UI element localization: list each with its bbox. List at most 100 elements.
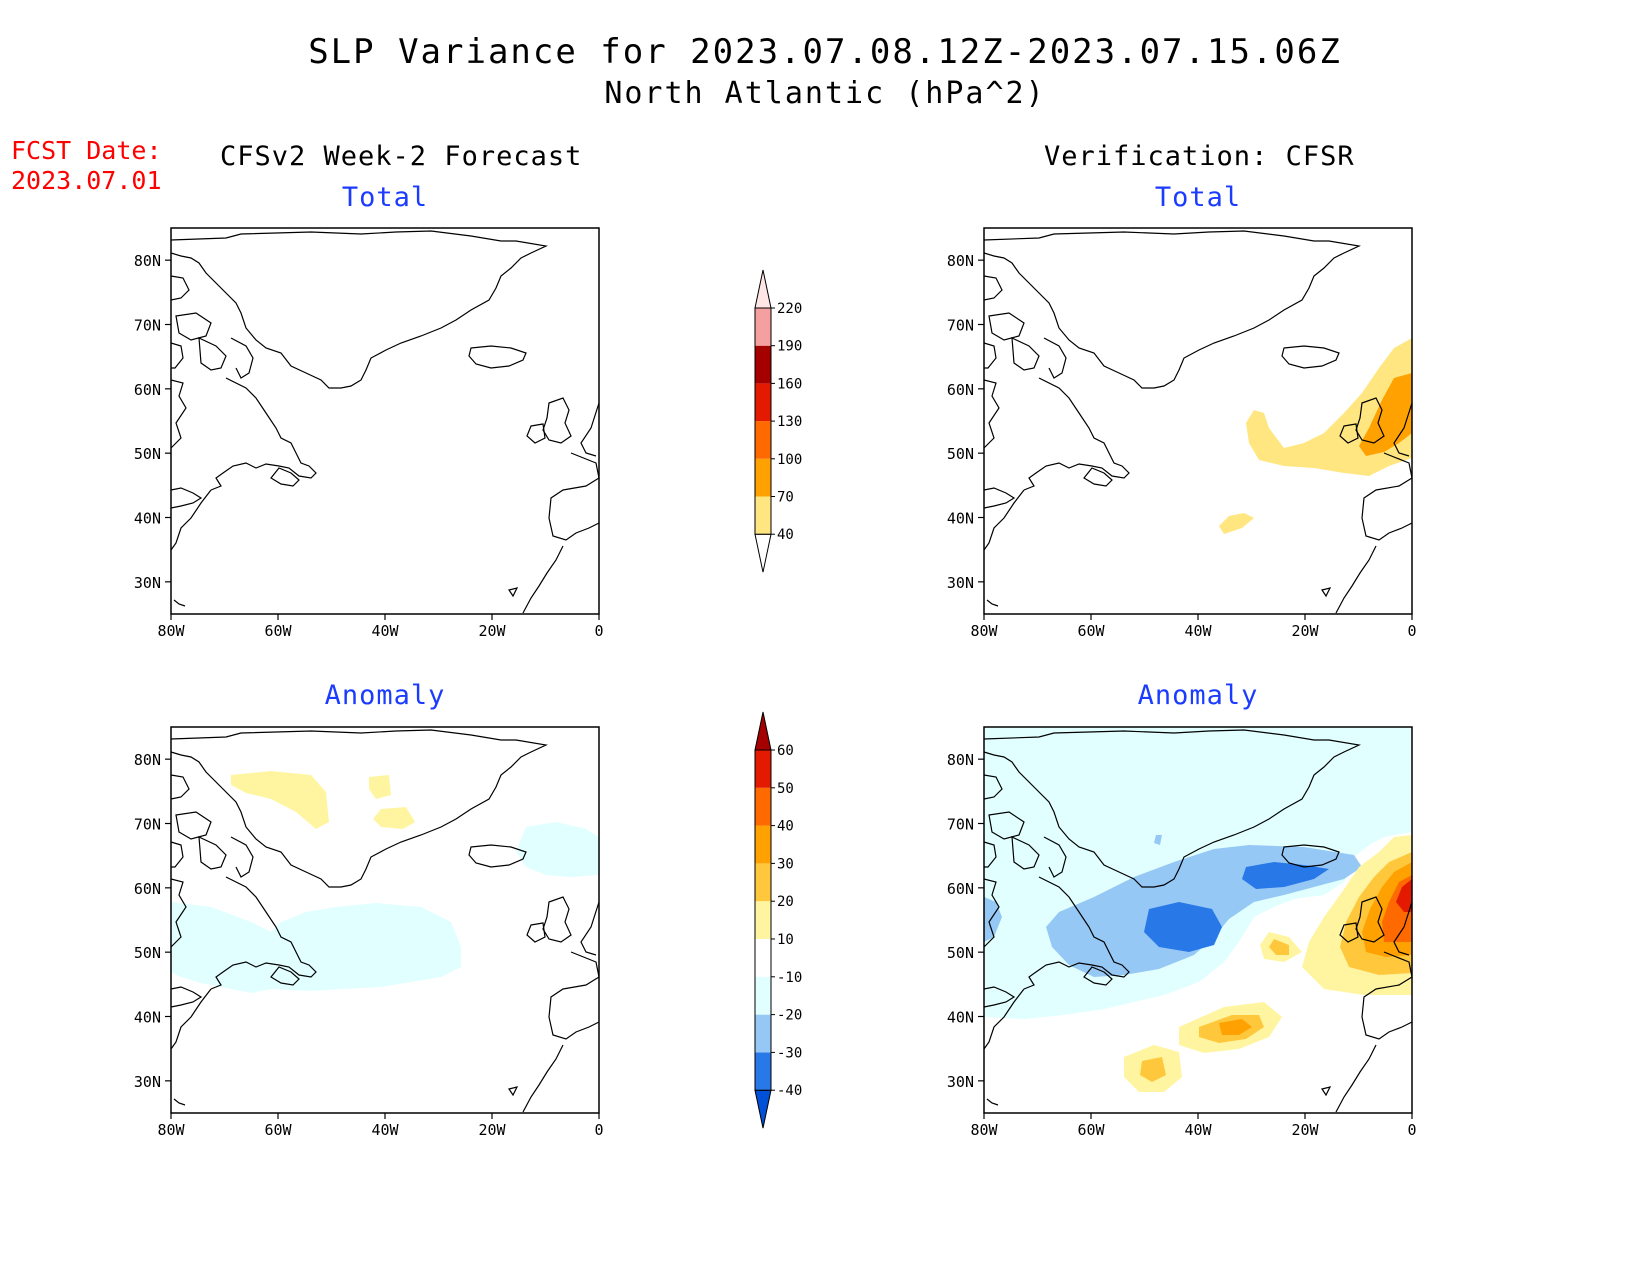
colorbar-anomaly-swatch <box>755 1014 771 1053</box>
colorbar-total-label: 70 <box>777 490 794 506</box>
colorbar-anomaly-swatch <box>755 901 771 939</box>
lon-tick-label-verification-anomaly: 40W <box>1184 1121 1212 1139</box>
lat-tick-label-verification-total: 80N <box>947 252 974 270</box>
lon-tick-label-forecast-anomaly: 80W <box>157 1121 185 1139</box>
colorbar-total-swatch <box>755 421 771 459</box>
lat-tick-label-verification-total: 30N <box>947 574 974 592</box>
colorbar-anomaly-swatch <box>755 1052 771 1091</box>
lat-tick-label-forecast-anomaly: 80N <box>134 751 161 769</box>
colorbar-total-label: 220 <box>777 301 802 317</box>
colorbar-total-label: 40 <box>777 527 794 543</box>
anomaly-neg30-center <box>1144 902 1222 952</box>
lat-tick-label-verification-anomaly: 30N <box>947 1073 974 1091</box>
lat-tick-label-forecast-total: 70N <box>134 317 161 335</box>
colorbar-anomaly-label: 30 <box>777 856 794 872</box>
lat-tick-label-forecast-anomaly: 50N <box>134 944 161 962</box>
colorbar-anomaly-swatch <box>755 939 771 977</box>
panel-forecast-anomaly <box>170 726 600 1114</box>
panel-verification-anomaly <box>983 726 1413 1114</box>
colorbar-anomaly-swatch <box>755 825 771 864</box>
lon-tick-label-verification-anomaly: 60W <box>1077 1121 1105 1139</box>
colorbar-anomaly-frame <box>754 749 772 1091</box>
colorbar-anomaly-upper-arrow <box>754 711 772 751</box>
lon-tick-label-verification-total: 60W <box>1077 622 1105 640</box>
lon-tick-label-forecast-total: 40W <box>371 622 399 640</box>
lon-tick-label-verification-total: 80W <box>970 622 998 640</box>
colorbar-anomaly-swatch <box>755 750 771 788</box>
contour-40-70-south <box>1219 513 1254 534</box>
lon-tick-label-verification-total: 20W <box>1291 622 1319 640</box>
lon-tick-label-forecast-total: 60W <box>264 622 292 640</box>
forecast-date-value: 2023.07.01 <box>11 166 162 195</box>
anomaly-pos20-mid <box>1269 939 1289 955</box>
colorbar-anomaly-label: 50 <box>777 781 794 797</box>
lat-tick-label-forecast-anomaly: 70N <box>134 816 161 834</box>
panel-forecast-total <box>170 227 600 615</box>
lat-tick-label-verification-anomaly: 60N <box>947 880 974 898</box>
lat-tick-label-verification-anomaly: 70N <box>947 816 974 834</box>
lat-tick-label-verification-total: 70N <box>947 317 974 335</box>
lat-tick-label-forecast-anomaly: 60N <box>134 880 161 898</box>
forecast-date-block: FCST Date: 2023.07.01 <box>11 136 162 196</box>
anomaly-pos-greenland-nw <box>231 771 329 829</box>
colorbar-total-upper-arrow <box>754 269 772 309</box>
panel-title-forecast-anomaly: Anomaly <box>324 680 446 711</box>
colorbar-anomaly-swatch <box>755 976 771 1015</box>
lat-tick-label-verification-total: 50N <box>947 445 974 463</box>
colorbar-anomaly-label: -30 <box>777 1045 802 1061</box>
lon-tick-label-verification-total: 0 <box>1407 622 1416 640</box>
colorbar-total-label: 100 <box>777 452 802 468</box>
lon-tick-label-verification-total: 40W <box>1184 622 1212 640</box>
figure-subtitle: North Atlantic (hPa^2) <box>604 76 1046 111</box>
anomaly-neg-labrador <box>171 902 461 993</box>
anomaly-neg10-small <box>1154 835 1162 845</box>
colorbar-total-label: 160 <box>777 376 802 392</box>
panel-verification-total <box>983 227 1413 615</box>
lon-tick-label-forecast-anomaly: 20W <box>478 1121 506 1139</box>
lat-tick-label-verification-anomaly: 40N <box>947 1009 974 1027</box>
lat-tick-label-verification-total: 60N <box>947 381 974 399</box>
colorbar-anomaly-label: -40 <box>777 1083 802 1099</box>
lon-tick-label-forecast-total: 20W <box>478 622 506 640</box>
colorbar-total-swatch <box>755 496 771 535</box>
colorbar-anomaly-swatch <box>755 787 771 826</box>
lat-tick-label-verification-anomaly: 50N <box>947 944 974 962</box>
lon-tick-label-forecast-anomaly: 60W <box>264 1121 292 1139</box>
forecast-date-label: FCST Date: <box>11 136 162 165</box>
verification-anomaly-shading <box>984 727 1412 1092</box>
colorbar-anomaly-swatch <box>755 863 771 902</box>
forecast-anomaly-shading <box>171 771 599 993</box>
colorbar-anomaly-label: 20 <box>777 894 794 910</box>
lon-tick-label-verification-anomaly: 0 <box>1407 1121 1416 1139</box>
colorbar-total-swatch <box>755 383 771 422</box>
colorbar-anomaly-label: -20 <box>777 1008 802 1024</box>
colorbar-anomaly-label: 10 <box>777 932 794 948</box>
column-title-verification: Verification: CFSR <box>1044 141 1355 172</box>
coastline-forecast-total <box>170 230 600 614</box>
panel-title-verification-total: Total <box>1154 182 1242 213</box>
colorbar-anomaly: -40 -30 -20 -10 10 20 30 40 50 60 <box>754 711 802 1129</box>
lon-tick-label-forecast-anomaly: 40W <box>371 1121 399 1139</box>
lat-tick-label-forecast-anomaly: 30N <box>134 1073 161 1091</box>
lat-tick-label-forecast-total: 80N <box>134 252 161 270</box>
anomaly-neg-iceland <box>516 822 599 877</box>
colorbar-total: 40 70 100 130 160 190 220 <box>754 269 802 573</box>
lat-tick-label-forecast-anomaly: 40N <box>134 1009 161 1027</box>
anomaly-pos-greenland-n <box>369 775 391 799</box>
anomaly-pos-greenland-c <box>373 807 415 829</box>
colorbar-anomaly-label: -10 <box>777 970 802 986</box>
lat-tick-label-forecast-total: 50N <box>134 445 161 463</box>
map-frame-forecast-total <box>170 227 600 615</box>
anomaly-pos30-azores <box>1219 1019 1252 1035</box>
lat-tick-label-verification-total: 40N <box>947 510 974 528</box>
colorbar-anomaly-lower-arrow <box>754 1089 772 1129</box>
colorbar-anomaly-label: 60 <box>777 743 794 759</box>
panel-title-verification-anomaly: Anomaly <box>1137 680 1259 711</box>
colorbar-total-swatch <box>755 458 771 497</box>
lat-tick-label-forecast-total: 60N <box>134 381 161 399</box>
lon-tick-label-forecast-anomaly: 0 <box>594 1121 603 1139</box>
lat-tick-label-verification-anomaly: 80N <box>947 751 974 769</box>
column-title-forecast: CFSv2 Week-2 Forecast <box>220 141 583 172</box>
lat-tick-label-forecast-total: 30N <box>134 574 161 592</box>
